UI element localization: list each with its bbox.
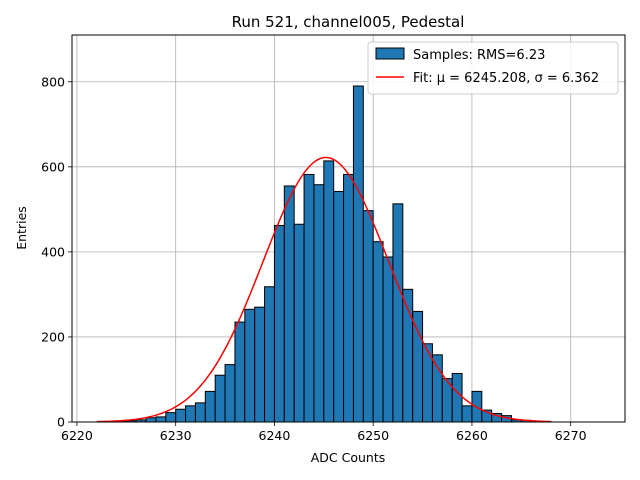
histogram-bar: [293, 223, 305, 423]
histogram-bar: [273, 225, 285, 423]
y-tick-label: 600: [41, 159, 65, 174]
y-tick-label: 200: [41, 329, 65, 344]
histogram-bar: [451, 373, 463, 423]
histogram-bar: [214, 374, 226, 423]
y-tick-label: 800: [41, 74, 65, 89]
histogram-bar: [204, 390, 216, 423]
histogram-bar: [333, 191, 345, 423]
legend-label-samples: Samples: RMS=6.23: [413, 48, 545, 63]
histogram-bar: [194, 402, 206, 423]
chart-title: Run 521, channel005, Pedestal: [232, 13, 465, 31]
histogram-bars: [106, 85, 552, 423]
y-axis-label: Entries: [14, 206, 29, 250]
histogram-bar: [313, 184, 325, 423]
histogram-bar: [234, 321, 246, 423]
histogram-bar: [362, 210, 374, 423]
histogram-bar: [145, 417, 157, 423]
histogram-bar: [224, 364, 236, 423]
histogram-bar: [431, 354, 443, 423]
histogram-bar: [392, 203, 404, 423]
histogram-bar: [372, 241, 384, 423]
y-tick-label: 0: [57, 415, 65, 430]
y-axis: 0 200 400 600 800: [41, 74, 72, 430]
histogram-bar: [461, 405, 473, 423]
histogram-bar: [343, 173, 354, 423]
x-tick-label: 6230: [160, 428, 192, 443]
histogram-bar: [185, 405, 196, 423]
histogram-bar: [323, 160, 335, 423]
histogram-bar: [244, 308, 256, 423]
x-tick-label: 6260: [456, 428, 488, 443]
y-tick-label: 400: [41, 244, 65, 259]
x-tick-label: 6240: [259, 428, 291, 443]
x-tick-label: 6250: [357, 428, 389, 443]
histogram-bar: [382, 256, 394, 423]
histogram-bar: [352, 85, 364, 423]
gaussian-fit-curve: [96, 156, 551, 423]
x-tick-label: 6270: [555, 428, 587, 443]
legend-box: [367, 41, 619, 95]
histogram-bar: [264, 286, 275, 423]
histogram-bar: [412, 310, 424, 423]
histogram-bar: [165, 412, 177, 423]
legend: Samples: RMS=6.23 Fit: μ = 6245.208, σ =…: [367, 41, 619, 95]
histogram-bar: [283, 185, 295, 423]
legend-label-fit: Fit: μ = 6245.208, σ = 6.362: [413, 71, 599, 86]
histogram-bar: [175, 408, 187, 423]
x-axis-label: ADC Counts: [311, 450, 386, 465]
legend-swatch-samples: [375, 47, 405, 60]
plot-frame: [71, 34, 626, 423]
x-tick-label: 6220: [61, 428, 93, 443]
x-axis: 6220 6230 6240 6250 6260 6270: [61, 422, 587, 443]
histogram-bar: [155, 416, 167, 423]
histogram-bar: [303, 173, 315, 423]
histogram-bar: [254, 306, 266, 423]
